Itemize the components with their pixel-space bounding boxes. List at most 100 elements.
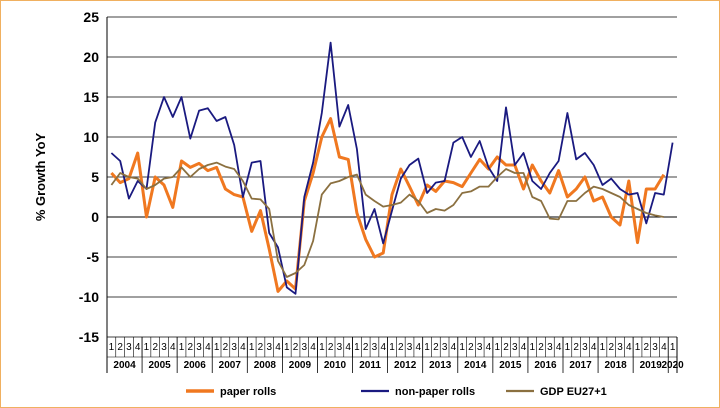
quarter-label: 4 (380, 342, 386, 353)
quarter-label: 1 (249, 342, 255, 353)
quarter-label: 2 (468, 342, 474, 353)
y-axis-ticks: 25 20 15 10 5 0 -5 -10 -15 (79, 9, 99, 345)
y-axis-label: % Growth YoY (33, 132, 48, 221)
quarter-label: 4 (205, 342, 211, 353)
year-label: 2005 (148, 360, 171, 371)
y-tick-label: 5 (91, 169, 99, 185)
quarter-label: 4 (275, 342, 281, 353)
quarter-label: 4 (521, 342, 527, 353)
quarter-label: 3 (512, 342, 518, 353)
y-tick-label: -10 (79, 289, 99, 305)
quarter-label: 4 (170, 342, 176, 353)
quarter-label: 1 (144, 342, 150, 353)
quarter-label: 1 (354, 342, 360, 353)
y-tick-label: 25 (83, 9, 99, 25)
quarter-label: 2 (398, 342, 404, 353)
quarter-label: 3 (302, 342, 308, 353)
quarter-label: 4 (416, 342, 422, 353)
quarter-label: 4 (451, 342, 457, 353)
year-label: 2020 (661, 360, 684, 371)
quarter-label: 1 (424, 342, 430, 353)
quarter-label: 3 (617, 342, 623, 353)
quarter-label: 2 (608, 342, 614, 353)
quarter-label: 3 (652, 342, 658, 353)
quarter-label: 1 (109, 342, 115, 353)
year-label: 2011 (359, 360, 381, 371)
quarter-label: 3 (372, 342, 378, 353)
quarter-label: 3 (547, 342, 553, 353)
quarter-label: 4 (556, 342, 562, 353)
year-label: 2014 (464, 360, 487, 371)
series-line-1 (110, 41, 674, 295)
quarter-label: 2 (152, 342, 158, 353)
quarter-label: 2 (293, 342, 299, 353)
quarter-label: 2 (258, 342, 264, 353)
quarter-label: 3 (582, 342, 588, 353)
quarter-label: 2 (573, 342, 579, 353)
legend-label: paper rolls (220, 386, 276, 398)
quarter-label: 3 (477, 342, 483, 353)
year-label: 2016 (534, 360, 557, 371)
quarter-label: 2 (363, 342, 369, 353)
year-label: 2010 (324, 360, 347, 371)
year-label: 2007 (219, 360, 242, 371)
quarter-label: 1 (494, 342, 500, 353)
year-label: 2013 (429, 360, 452, 371)
year-label: 2009 (289, 360, 312, 371)
quarter-label: 2 (117, 342, 123, 353)
year-label: 2018 (604, 360, 627, 371)
quarter-label: 2 (188, 342, 194, 353)
year-label: 2008 (254, 360, 277, 371)
quarter-label: 2 (644, 342, 650, 353)
quarter-label: 1 (600, 342, 606, 353)
quarter-label: 4 (591, 342, 597, 353)
year-label: 2017 (569, 360, 592, 371)
quarter-label: 1 (530, 342, 536, 353)
quarter-label: 3 (231, 342, 237, 353)
quarter-label: 1 (389, 342, 395, 353)
quarter-label: 4 (626, 342, 632, 353)
quarter-label: 2 (538, 342, 544, 353)
quarter-label: 1 (214, 342, 220, 353)
quarter-label: 4 (661, 342, 667, 353)
quarter-label: 1 (459, 342, 465, 353)
legend-label: non-paper rolls (395, 386, 475, 398)
quarter-label: 3 (442, 342, 448, 353)
year-label: 2012 (394, 360, 417, 371)
quarter-label: 4 (135, 342, 141, 353)
quarter-label: 3 (126, 342, 132, 353)
y-tick-label: -5 (87, 249, 100, 265)
axes (106, 17, 678, 373)
y-tick-label: 10 (83, 129, 99, 145)
year-label: 2015 (499, 360, 522, 371)
quarter-label: 3 (266, 342, 272, 353)
quarter-label: 1 (179, 342, 185, 353)
quarter-label: 3 (196, 342, 202, 353)
year-label: 2004 (113, 360, 136, 371)
quarter-label: 2 (223, 342, 229, 353)
y-tick-label: 15 (83, 89, 99, 105)
y-tick-label: -15 (79, 329, 99, 345)
quarter-label: 4 (310, 342, 316, 353)
quarter-label: 4 (345, 342, 351, 353)
series-line-2 (110, 161, 664, 278)
series-lines (110, 41, 674, 295)
quarter-label: 4 (486, 342, 492, 353)
quarter-label: 1 (635, 342, 641, 353)
legend-label: GDP EU27+1 (540, 386, 607, 398)
legend: paper rolls non-paper rolls GDP EU27+1 (186, 386, 607, 398)
quarter-label: 2 (328, 342, 334, 353)
quarter-label: 3 (407, 342, 413, 353)
quarter-label: 1 (565, 342, 571, 353)
quarter-label: 4 (240, 342, 246, 353)
y-tick-label: 0 (91, 209, 99, 225)
gridlines (107, 16, 677, 338)
quarter-label: 3 (161, 342, 167, 353)
year-label: 2006 (184, 360, 207, 371)
quarter-label: 1 (670, 342, 676, 353)
quarter-label: 1 (284, 342, 290, 353)
quarter-label: 2 (433, 342, 439, 353)
